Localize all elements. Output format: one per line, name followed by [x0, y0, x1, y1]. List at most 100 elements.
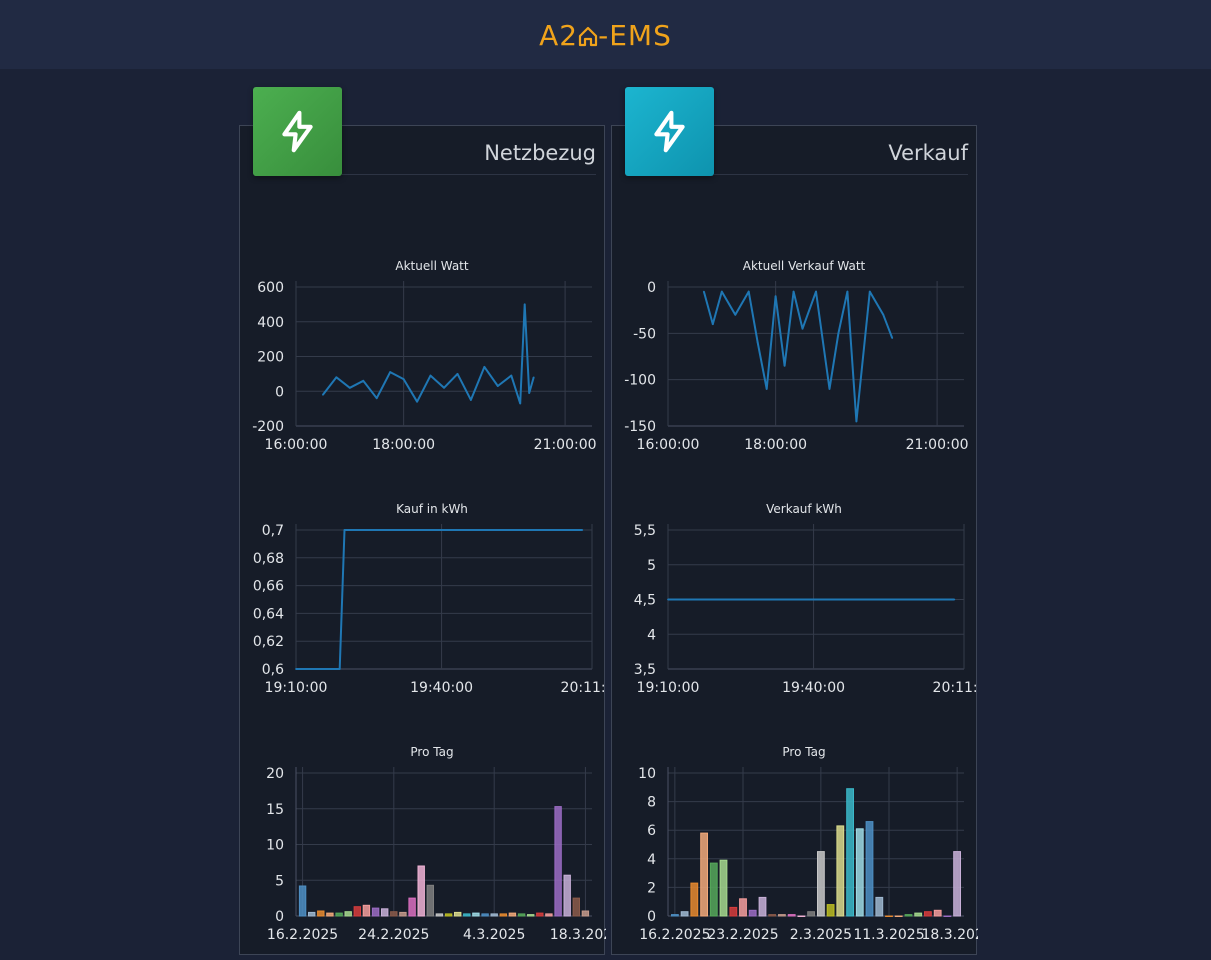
data-point — [837, 332, 840, 335]
bar — [517, 913, 526, 917]
x-tick-label: 16:00:00 — [265, 437, 328, 453]
bar — [807, 911, 815, 917]
y-tick-label: 4 — [647, 852, 656, 868]
netzbezug-card: Netzbezug Aktuell Watt 600 400 200 0 -200 16:0… — [239, 125, 623, 955]
bar — [846, 788, 854, 917]
y-tick-label: -150 — [624, 419, 656, 435]
y-tick-label: -100 — [624, 373, 656, 389]
chart-svg: Verkauf kWh 5,5 5 4,5 4 3,5 19:10:00 19:40:00 20… — [634, 502, 996, 696]
x-tick-label: 19:40:00 — [410, 680, 473, 696]
divider — [342, 174, 596, 175]
bar — [933, 909, 942, 917]
x-tick-label: 21:00:00 — [906, 437, 969, 453]
verkauf-card: Verkauf Aktuell Verkauf Watt 0 -50 -100 -150… — [611, 125, 996, 956]
y-tick-label: 20 — [266, 766, 284, 782]
data-point — [792, 290, 795, 293]
x-tick-label: 20:11:00 — [933, 680, 978, 696]
bar — [536, 912, 544, 917]
bar — [671, 914, 679, 917]
data-point — [815, 290, 817, 293]
y-tick-label: 10 — [638, 766, 656, 782]
bar — [826, 904, 835, 917]
x-tick-label: 2.3.2025 — [790, 927, 852, 943]
app-logo[interactable]: A2 -EMS — [0, 0, 1211, 69]
card-title: Verkauf — [888, 141, 968, 165]
bar — [817, 851, 825, 917]
data-point — [429, 374, 432, 377]
bar — [690, 882, 699, 917]
bar — [709, 862, 718, 917]
bar — [344, 911, 352, 917]
data-point — [756, 341, 759, 344]
x-tick-label: 21:00:00 — [534, 437, 597, 453]
card-title: Netzbezug — [484, 141, 596, 165]
chart-aktuell-verkauf-watt: Aktuell Verkauf Watt 0 -50 -100 -150 16:00:00… — [612, 256, 978, 466]
bar — [581, 910, 590, 917]
data-point — [801, 327, 804, 330]
top-bar — [0, 0, 1211, 69]
x-tick-label: 19:40:00 — [782, 680, 845, 696]
y-tick-label: 0,66 — [253, 579, 284, 595]
bar — [353, 906, 361, 917]
series-line — [702, 290, 894, 423]
chart-title: Aktuell Watt — [395, 259, 468, 273]
y-tick-label: 5 — [275, 873, 284, 889]
bar — [317, 910, 325, 917]
bar — [739, 898, 747, 917]
divider — [714, 174, 968, 175]
data-point — [362, 379, 365, 382]
bar — [953, 851, 962, 917]
y-tick-label: -200 — [252, 419, 284, 435]
chart-svg: Pro Tag 20 15 10 5 0 16.2.2025 24.2.2025 4.3.202… — [266, 745, 621, 943]
y-tick-label: 8 — [647, 795, 656, 811]
logo-prefix: A2 — [539, 19, 579, 52]
data-point — [783, 364, 786, 367]
chart-svg: Aktuell Verkauf Watt 0 -50 -100 -150 16:00:00… — [624, 259, 969, 453]
bar — [787, 914, 796, 917]
data-point — [720, 290, 723, 293]
bar — [426, 884, 435, 917]
series-line — [296, 529, 583, 670]
y-tick-label: 6 — [647, 823, 656, 839]
bar — [362, 904, 371, 917]
bar — [381, 908, 389, 917]
bar — [719, 859, 728, 917]
lightning-bolt-icon — [654, 110, 685, 153]
bar — [680, 911, 689, 917]
data-point — [416, 400, 418, 403]
bar — [855, 828, 864, 917]
data-point — [519, 402, 522, 405]
data-point — [510, 374, 513, 377]
y-tick-label: 0,7 — [262, 523, 284, 539]
bar — [545, 913, 553, 917]
bar — [499, 913, 508, 917]
bar — [527, 914, 535, 917]
x-tick-label: 24.2.2025 — [358, 927, 429, 943]
y-tick-label: -50 — [633, 326, 656, 342]
data-point — [667, 598, 669, 601]
x-tick-label: 18.3.2025 — [550, 927, 606, 943]
data-point — [702, 290, 705, 293]
bar — [885, 915, 893, 917]
data-point — [483, 366, 486, 368]
x-tick-label: 16.2.2025 — [267, 927, 338, 943]
bar — [435, 913, 444, 917]
y-tick-label: 0 — [275, 909, 284, 925]
netzbezug-icon-badge — [253, 87, 342, 176]
data-point — [828, 388, 831, 390]
y-tick-label: 0 — [647, 280, 656, 296]
data-point — [855, 420, 858, 423]
x-tick-label: 19:10:00 — [637, 680, 700, 696]
bar — [417, 865, 425, 917]
bar — [914, 912, 923, 917]
bar — [335, 912, 343, 917]
data-point — [402, 378, 405, 380]
chart-pro-tag: Pro Tag 10 8 6 4 2 0 16.2.2025 23.2.2025 2.3.2025… — [612, 742, 993, 956]
chart-title: Pro Tag — [782, 745, 825, 759]
data-point — [532, 376, 535, 379]
y-tick-label: 10 — [266, 838, 284, 854]
data-point — [734, 313, 737, 316]
y-tick-label: 3,5 — [634, 662, 656, 678]
y-tick-label: 600 — [257, 280, 284, 296]
bar — [778, 914, 786, 917]
